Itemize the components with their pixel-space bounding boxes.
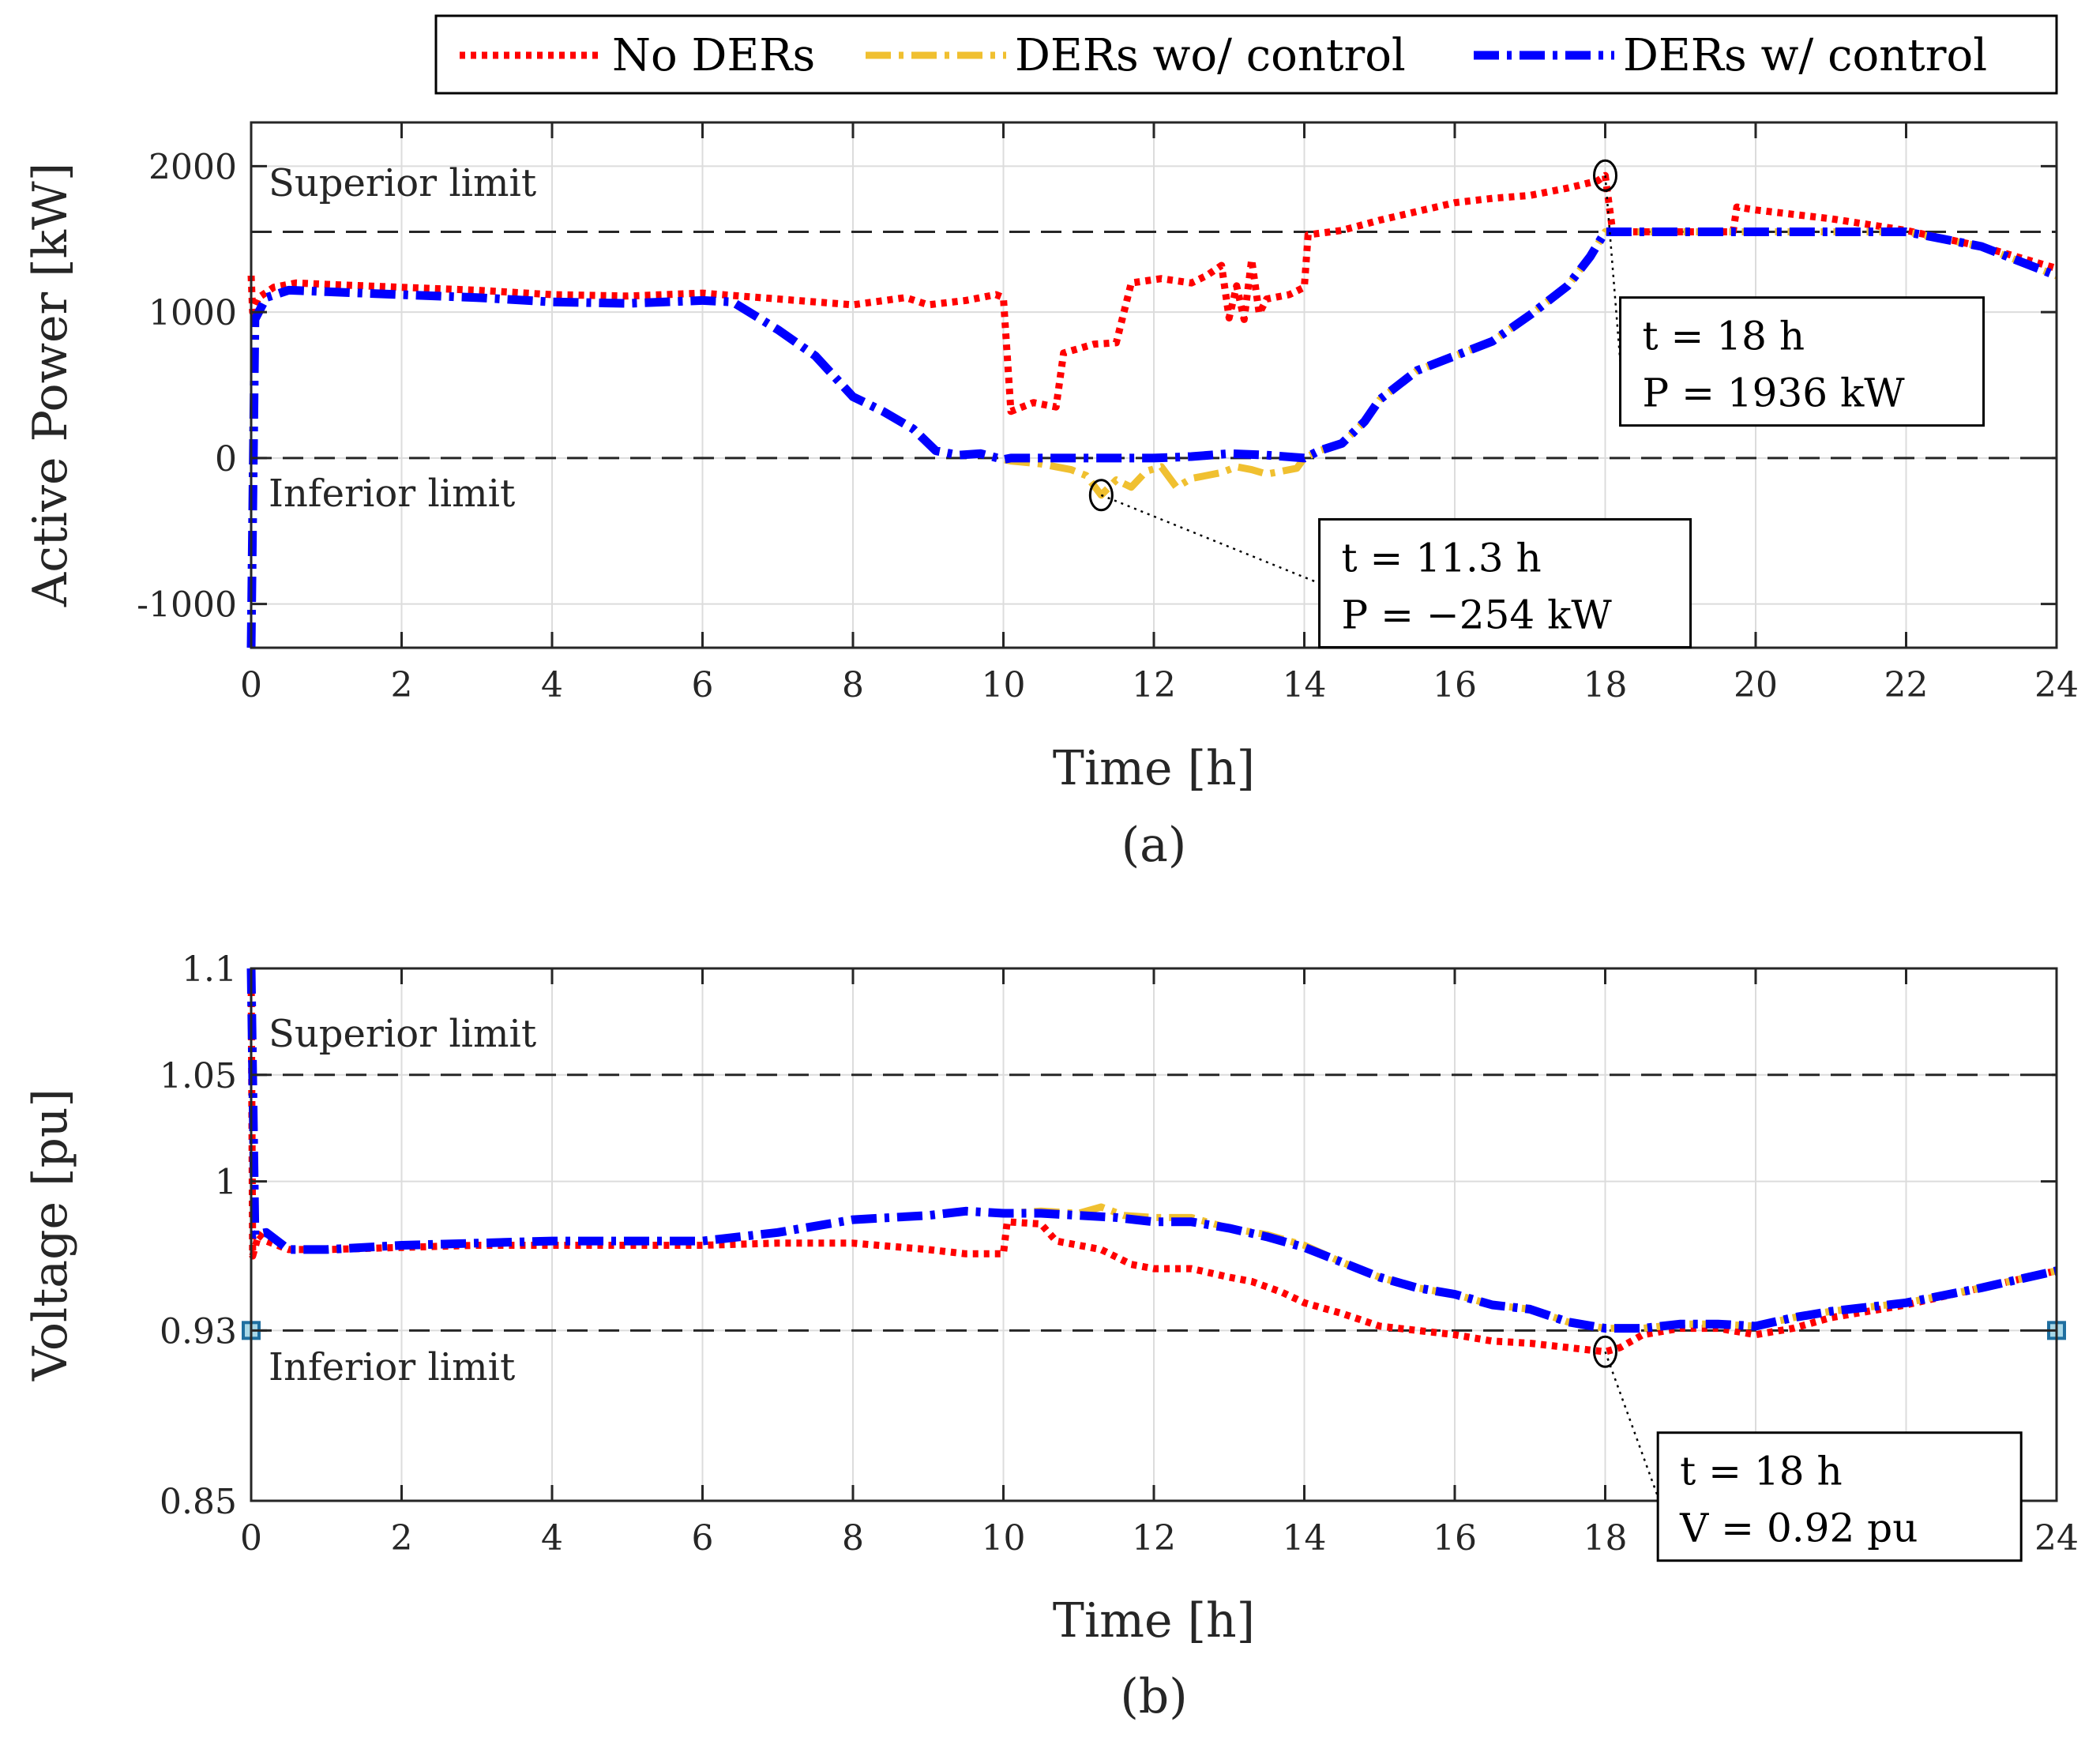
annotation-1-value: P = 1936 kW bbox=[1643, 370, 1906, 416]
x-tick-label-2: 4 bbox=[541, 665, 563, 705]
legend-label-ders-wo-control: DERs wo/ control bbox=[1015, 30, 1406, 81]
x-tick-label-7: 14 bbox=[1283, 1518, 1327, 1558]
x-tick-label-11: 22 bbox=[1884, 665, 1929, 705]
panel-b-label: (b) bbox=[1120, 1669, 1187, 1724]
series-line-no-ders bbox=[247, 968, 2057, 1355]
x-tick-label-3: 6 bbox=[692, 665, 714, 705]
panel-a-series bbox=[246, 171, 2058, 649]
annotation-2-value: P = −254 kW bbox=[1342, 592, 1613, 637]
x-tick-label-0: 0 bbox=[240, 665, 262, 705]
x-tick-label-6: 12 bbox=[1132, 665, 1176, 705]
panel-a-annotation-2: t = 11.3 h P = −254 kW bbox=[1088, 479, 1692, 649]
x-tick-label-0: 0 bbox=[240, 1518, 262, 1558]
x-tick-label-5: 10 bbox=[982, 1518, 1026, 1558]
annotation-2-time: t = 11.3 h bbox=[1342, 535, 1542, 581]
series-line-ders-w-control bbox=[246, 227, 2058, 649]
legend-label-ders-w-control: DERs w/ control bbox=[1623, 30, 1987, 81]
panel-a-annotation-1: t = 18 h P = 1936 kW bbox=[1593, 159, 1985, 427]
annotation-1-time: t = 18 h bbox=[1680, 1449, 1843, 1494]
panel-a-label: (a) bbox=[1121, 818, 1187, 873]
legend: No DERs DERs wo/ control DERs w/ control bbox=[434, 14, 2058, 95]
panel-a-y-ticks: -1000 0 1000 2000 bbox=[137, 147, 2057, 626]
panel-b-y-axis-label: Voltage [pu] bbox=[23, 1088, 78, 1382]
legend-box bbox=[434, 14, 2058, 95]
annotation-marker bbox=[1593, 1335, 1617, 1368]
x-tick-label-9: 18 bbox=[1583, 665, 1628, 705]
annotation-1-value: V = 0.92 pu bbox=[1679, 1506, 1918, 1551]
x-tick-label-1: 2 bbox=[391, 665, 413, 705]
x-tick-label-4: 8 bbox=[842, 665, 864, 705]
panel-a-y-axis-label: Active Power [kW] bbox=[23, 163, 78, 607]
y-tick-label-3: 1.05 bbox=[160, 1056, 237, 1096]
panel-a-superior-limit-label: Superior limit bbox=[269, 161, 536, 205]
x-tick-label-3: 6 bbox=[692, 1518, 714, 1558]
panel-a-inferior-limit-label: Inferior limit bbox=[269, 472, 515, 516]
x-tick-label-8: 16 bbox=[1433, 1518, 1477, 1558]
annotation-box bbox=[1318, 517, 1692, 649]
x-tick-label-12: 24 bbox=[2034, 665, 2079, 705]
panel-b-y-ticks: 0.85 0.93 1 1.05 1.1 bbox=[160, 949, 2057, 1522]
x-tick-label-8: 16 bbox=[1433, 665, 1477, 705]
panel-a-active-power: Superior limit Inferior limit 0 2 4 6 8 10 12 1… bbox=[23, 121, 2079, 873]
y-tick-label-3: 2000 bbox=[148, 147, 237, 187]
y-tick-label-0: 0.85 bbox=[160, 1482, 237, 1522]
x-tick-label-7: 14 bbox=[1283, 665, 1327, 705]
y-tick-label-0: -1000 bbox=[137, 585, 237, 626]
y-tick-label-4: 1.1 bbox=[182, 949, 237, 990]
x-tick-label-6: 12 bbox=[1132, 1518, 1176, 1558]
annotation-marker bbox=[1088, 479, 1114, 512]
annotation-1-geometry bbox=[1593, 159, 1985, 427]
x-tick-label-5: 10 bbox=[982, 665, 1026, 705]
panel-b-superior-limit-label: Superior limit bbox=[269, 1012, 536, 1056]
panel-b-series bbox=[246, 968, 2058, 1355]
legend-label-no-ders: No DERs bbox=[612, 30, 815, 81]
x-tick-label-10: 20 bbox=[1734, 665, 1778, 705]
panel-a-x-ticks: 0 2 4 6 8 10 12 14 16 18 20 22 24 bbox=[240, 122, 2079, 705]
annotation-1-geometry bbox=[1593, 1335, 2023, 1562]
panel-b-inferior-limit-label: Inferior limit bbox=[269, 1345, 515, 1389]
panel-b-voltage: Superior limit Inferior limit 0 2 4 6 8 10 12 1… bbox=[23, 949, 2079, 1724]
annotation-leader-line bbox=[1604, 175, 1621, 362]
x-tick-label-12: 24 bbox=[2034, 1518, 2079, 1558]
annotation-leader-line bbox=[1604, 1351, 1659, 1498]
y-tick-label-1: 0 bbox=[215, 439, 237, 479]
y-tick-label-1: 0.93 bbox=[160, 1311, 237, 1352]
series-line-no-ders bbox=[247, 171, 2058, 415]
annotation-box bbox=[1656, 1431, 2023, 1562]
annotation-1-time: t = 18 h bbox=[1643, 314, 1805, 359]
panel-b-annotation-1: t = 18 h V = 0.92 pu bbox=[1593, 1335, 2023, 1562]
x-tick-label-4: 8 bbox=[842, 1518, 864, 1558]
y-tick-label-2: 1000 bbox=[148, 293, 237, 333]
x-tick-label-9: 18 bbox=[1583, 1518, 1628, 1558]
x-tick-label-1: 2 bbox=[391, 1518, 413, 1558]
panel-b-x-axis-label: Time [h] bbox=[1053, 1593, 1255, 1649]
x-tick-label-2: 4 bbox=[541, 1518, 563, 1558]
annotation-marker bbox=[1593, 159, 1617, 192]
panel-a-x-axis-label: Time [h] bbox=[1053, 741, 1255, 796]
y-tick-label-2: 1 bbox=[215, 1163, 237, 1203]
annotation-box bbox=[1619, 296, 1985, 427]
annotation-2-geometry bbox=[1088, 479, 1692, 649]
